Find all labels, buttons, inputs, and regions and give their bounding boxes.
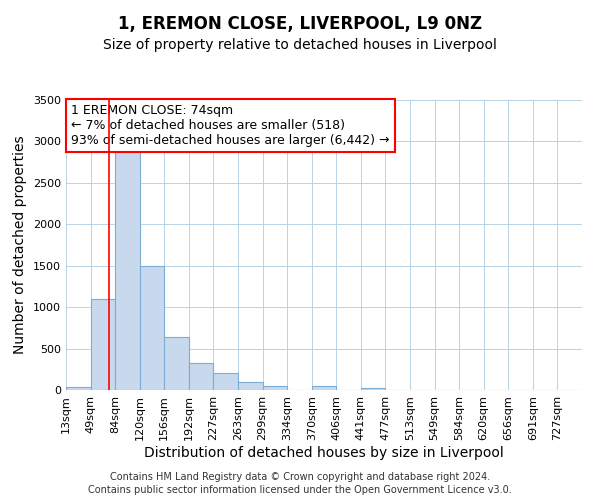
Bar bbox=[164, 337, 189, 390]
X-axis label: Distribution of detached houses by size in Liverpool: Distribution of detached houses by size … bbox=[144, 446, 504, 460]
Bar bbox=[91, 299, 115, 390]
Bar bbox=[189, 362, 214, 390]
Text: Size of property relative to detached houses in Liverpool: Size of property relative to detached ho… bbox=[103, 38, 497, 52]
Bar bbox=[312, 386, 336, 390]
Bar bbox=[238, 382, 263, 390]
Bar bbox=[140, 266, 164, 390]
Bar bbox=[214, 374, 238, 390]
Text: Contains public sector information licensed under the Open Government Licence v3: Contains public sector information licen… bbox=[88, 485, 512, 495]
Text: 1 EREMON CLOSE: 74sqm
← 7% of detached houses are smaller (518)
93% of semi-deta: 1 EREMON CLOSE: 74sqm ← 7% of detached h… bbox=[71, 104, 389, 148]
Bar bbox=[66, 386, 91, 390]
Text: 1, EREMON CLOSE, LIVERPOOL, L9 0NZ: 1, EREMON CLOSE, LIVERPOOL, L9 0NZ bbox=[118, 15, 482, 33]
Text: Contains HM Land Registry data © Crown copyright and database right 2024.: Contains HM Land Registry data © Crown c… bbox=[110, 472, 490, 482]
Bar bbox=[263, 386, 287, 390]
Bar bbox=[115, 148, 140, 390]
Bar bbox=[361, 388, 385, 390]
Y-axis label: Number of detached properties: Number of detached properties bbox=[13, 136, 28, 354]
